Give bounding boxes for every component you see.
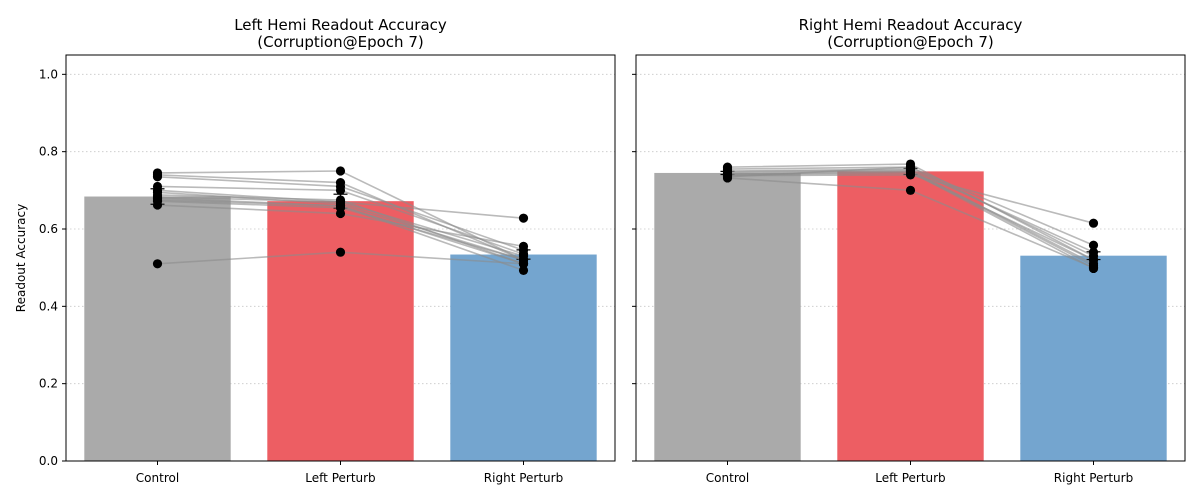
panel-subtitle: (Corruption@Epoch 7): [257, 33, 423, 51]
y-tick-label: 0.0: [39, 454, 58, 468]
right-hemi-panel: Right Hemi Readout Accuracy (Corruption@…: [632, 16, 1186, 485]
x-tick-label: Right Perturb: [484, 471, 563, 485]
subject-point: [335, 166, 346, 176]
subject-point: [335, 208, 346, 219]
panel-subtitle: (Corruption@Epoch 7): [827, 33, 993, 51]
bar-right-perturb: [1020, 255, 1167, 461]
subject-point: [335, 247, 346, 257]
panel-title: Left Hemi Readout Accuracy: [234, 16, 447, 34]
bar-left-perturb: [267, 201, 414, 461]
y-axis-label: Readout Accuracy: [14, 204, 28, 312]
subject-point: [1088, 218, 1099, 228]
subject-point: [518, 259, 529, 269]
y-tick-label: 0.6: [39, 222, 58, 236]
y-tick-label: 0.2: [39, 377, 58, 391]
x-tick-label: Control: [136, 471, 179, 485]
x-tick-label: Left Perturb: [875, 471, 945, 485]
subject-point: [518, 241, 529, 251]
subject-point: [1088, 255, 1099, 265]
subject-point: [152, 200, 163, 210]
left-hemi-panel: Left Hemi Readout Accuracy (Corruption@E…: [14, 16, 616, 485]
bar-left-perturb: [837, 171, 984, 462]
subject-point: [1088, 240, 1099, 250]
subject-point: [518, 265, 529, 275]
subject-point: [905, 185, 916, 195]
subject-point: [1088, 247, 1099, 257]
y-tick-label: 0.8: [39, 145, 58, 159]
subject-point: [1088, 263, 1099, 273]
subject-point: [152, 259, 163, 269]
subject-point: [905, 170, 916, 180]
panel-title: Right Hemi Readout Accuracy: [799, 16, 1023, 34]
bar-control: [84, 196, 231, 461]
subject-point: [905, 162, 916, 172]
bar-right-perturb: [450, 254, 597, 461]
subject-point: [152, 172, 163, 182]
x-tick-label: Right Perturb: [1054, 471, 1133, 485]
x-tick-label: Control: [706, 471, 749, 485]
y-tick-label: 0.4: [39, 299, 58, 313]
bar-control: [654, 172, 801, 461]
subject-point: [722, 173, 733, 183]
subject-point: [518, 213, 529, 223]
subject-point: [335, 185, 346, 195]
y-tick-label: 1.0: [39, 67, 58, 81]
x-tick-label: Left Perturb: [305, 471, 375, 485]
